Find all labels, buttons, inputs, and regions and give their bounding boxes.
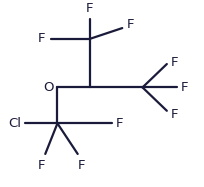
Text: F: F: [116, 117, 124, 130]
Text: O: O: [43, 81, 53, 94]
Text: F: F: [78, 159, 85, 172]
Text: F: F: [171, 108, 178, 121]
Text: F: F: [181, 81, 188, 94]
Text: F: F: [38, 159, 45, 172]
Text: F: F: [126, 18, 134, 31]
Text: Cl: Cl: [8, 117, 21, 130]
Text: F: F: [171, 56, 178, 69]
Text: F: F: [86, 2, 94, 16]
Text: F: F: [38, 32, 45, 45]
